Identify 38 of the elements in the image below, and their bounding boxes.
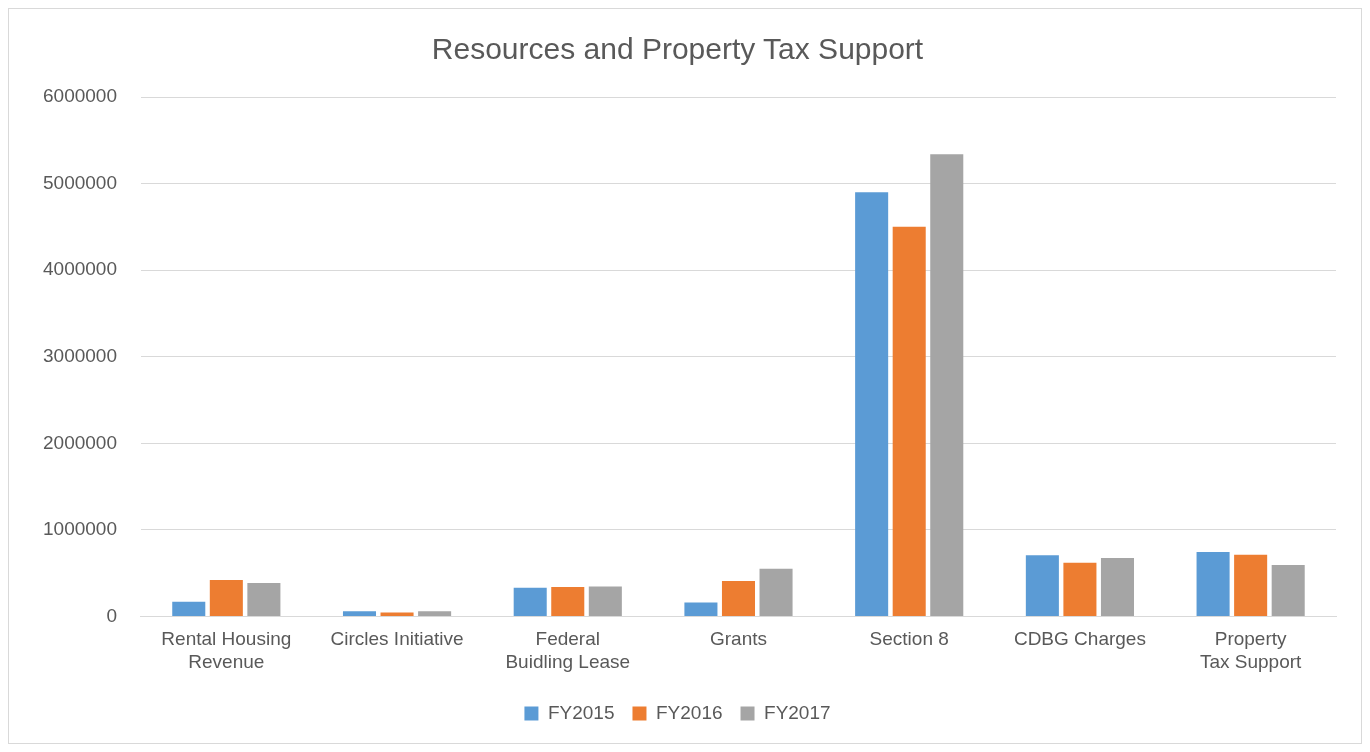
bar: [513, 587, 547, 616]
x-tick-label: CDBG Charges: [1013, 628, 1146, 650]
bar: [721, 580, 756, 616]
bar: [1100, 557, 1135, 616]
y-tick-label: 1000000: [43, 518, 117, 540]
bar: [209, 580, 243, 616]
legend-label: FY2015: [547, 701, 615, 723]
bar: [1271, 564, 1305, 616]
legend-label: FY2016: [655, 701, 723, 723]
bar: [1063, 562, 1097, 616]
x-tick-label: Rental Housing Revenue: [161, 628, 292, 672]
bar: [172, 601, 206, 616]
chart-title: Resources and Property Tax Support: [431, 32, 924, 66]
x-tick-label: Grants: [709, 628, 767, 650]
x-tick-label: Property Tax Support: [1199, 628, 1303, 672]
bar: [1196, 551, 1230, 616]
bar: [930, 154, 964, 616]
y-tick-label: 0: [106, 604, 117, 626]
bar: [247, 583, 281, 616]
x-tick-label: Section 8: [869, 628, 949, 650]
bar: [1234, 554, 1268, 616]
y-tick-label: 4000000: [43, 258, 117, 280]
bar: [759, 568, 793, 616]
bar: [588, 586, 622, 616]
bar: [1025, 555, 1059, 616]
bar: [684, 602, 718, 616]
y-tick-label: 2000000: [43, 431, 117, 453]
x-tick-label: Circles Initiative: [330, 628, 464, 650]
bar: [855, 192, 889, 616]
x-tick-label: Federal Buidling Lease: [505, 628, 631, 672]
bar: [551, 586, 585, 616]
y-tick-label: 6000000: [43, 85, 117, 107]
y-tick-label: 3000000: [43, 344, 117, 366]
bar: [892, 226, 926, 616]
legend-label: FY2017: [764, 701, 831, 723]
bar: [342, 611, 377, 616]
y-tick-label: 5000000: [43, 171, 117, 193]
bar: [418, 611, 452, 616]
